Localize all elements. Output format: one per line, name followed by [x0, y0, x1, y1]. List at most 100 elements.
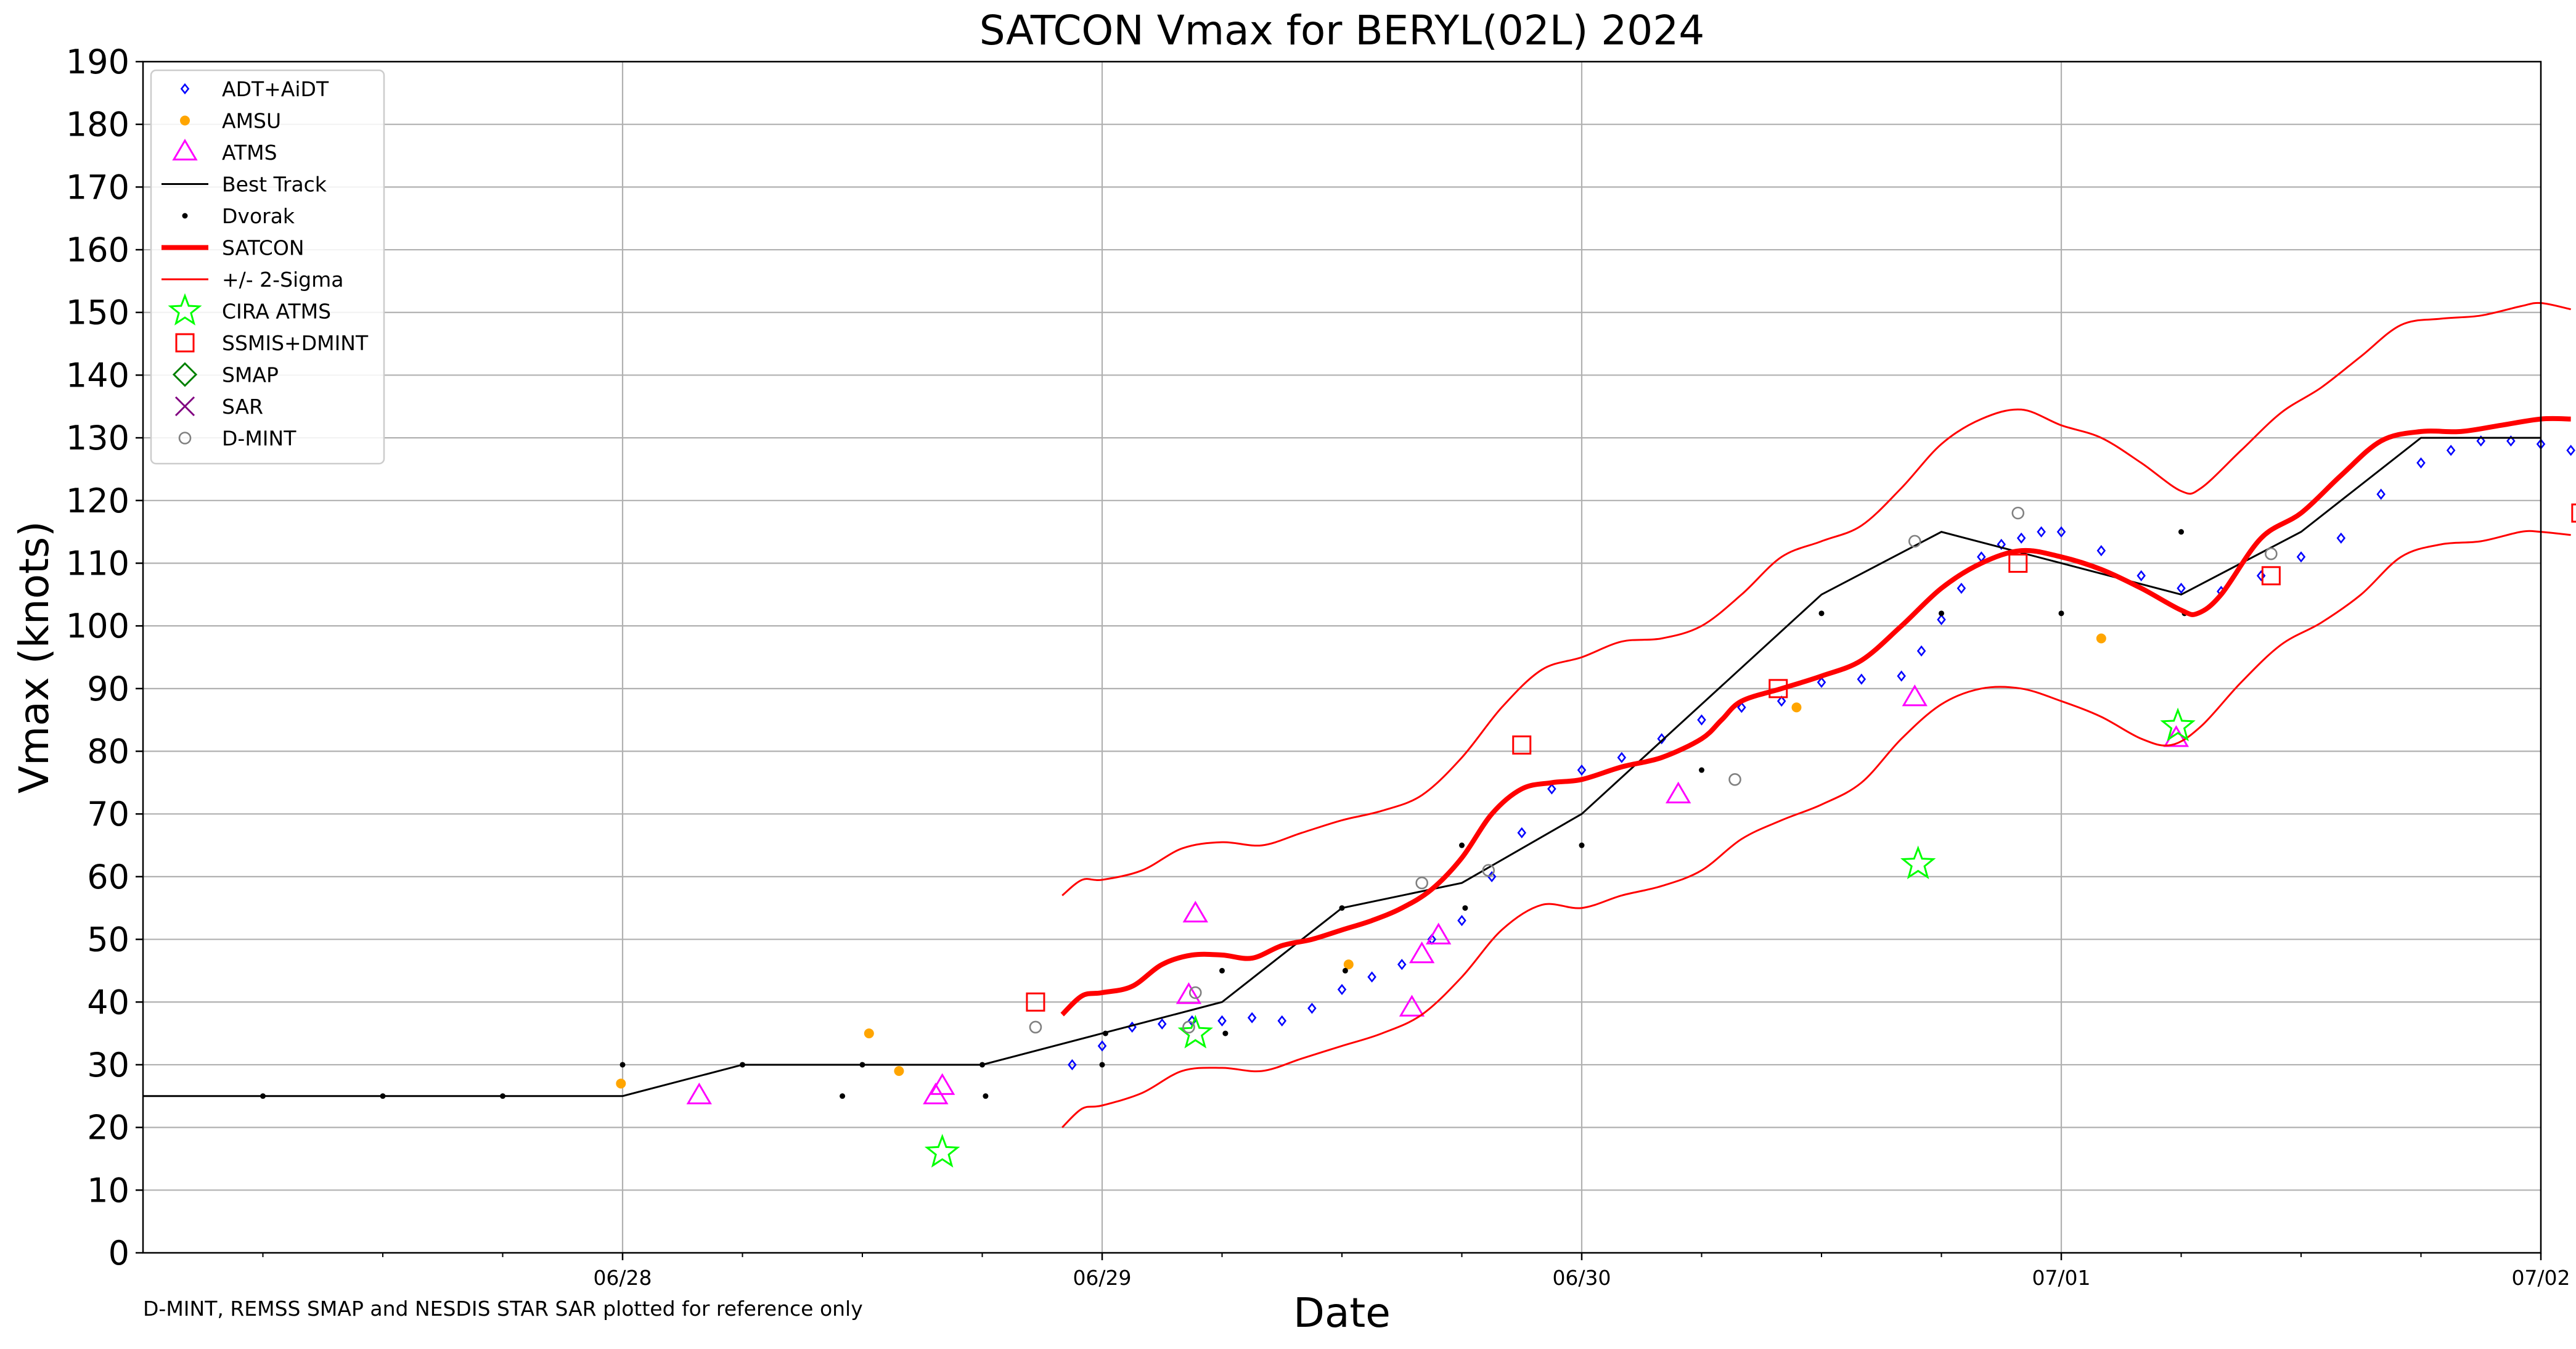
data-point: [1728, 773, 1741, 786]
data-point: [1817, 676, 1826, 688]
data-point: [1997, 538, 2006, 551]
data-point: [1857, 673, 1867, 685]
data-point: [2160, 707, 2196, 742]
data-point: [1916, 645, 1926, 657]
data-point: [740, 1062, 745, 1068]
legend-label: SATCON: [222, 236, 305, 260]
data-point: [616, 1078, 626, 1089]
legend-label: +/- 2-Sigma: [222, 268, 344, 292]
data-point: [1339, 905, 1345, 911]
data-point: [2571, 503, 2576, 523]
y-tick-label: 150: [66, 293, 129, 332]
data-point: [1482, 864, 1495, 877]
data-point: [1579, 842, 1585, 848]
data-point: [1657, 733, 1666, 745]
data-point: [2265, 547, 2278, 560]
data-point: [2336, 532, 2346, 544]
data-point: [1247, 1012, 1257, 1023]
x-tick-label: 06/28: [593, 1266, 652, 1290]
data-point: [1029, 1020, 1042, 1034]
data-point: [2008, 553, 2028, 573]
data-point: [1182, 1020, 1195, 1034]
y-tick-label: 60: [87, 858, 129, 896]
data-point: [2037, 526, 2046, 538]
data-point: [1097, 1040, 1107, 1052]
legend-label: SAR: [222, 395, 263, 419]
legend-label: Dvorak: [222, 204, 295, 228]
legend-entry: SMAP: [172, 362, 279, 387]
data-point: [1307, 1003, 1317, 1014]
data-point: [1768, 679, 1788, 699]
legend-box: [150, 69, 385, 465]
data-point: [1737, 702, 1746, 713]
y-tick-label: 120: [66, 482, 129, 520]
series-layer: [143, 301, 2576, 1168]
legend-swatch: [178, 432, 192, 445]
data-point: [686, 1082, 712, 1105]
data-point: [2016, 532, 2026, 544]
x-tick-label: 07/01: [2032, 1266, 2090, 1290]
data-point: [1777, 695, 1786, 707]
data-point: [1617, 752, 1627, 763]
y-tick-label: 30: [87, 1046, 129, 1085]
legend-swatch: [172, 362, 198, 387]
y-axis: 0 10 20 30 40 50 60 70 80 90 100 110 120 130 140 150 160…: [66, 43, 143, 1273]
legend-label: SSMIS+DMINT: [222, 331, 369, 355]
data-point: [1182, 900, 1208, 923]
data-point: [1791, 702, 1802, 713]
chart-title: SATCON Vmax for BERYL(02L) 2024: [979, 7, 1705, 54]
data-point: [864, 1028, 874, 1039]
data-point: [1415, 876, 1428, 890]
data-point: [2296, 551, 2306, 563]
y-tick-label: 130: [66, 419, 129, 457]
data-point: [2416, 457, 2426, 469]
y-tick-label: 160: [66, 231, 129, 269]
data-point: [894, 1066, 904, 1076]
data-point: [2506, 435, 2516, 447]
x-tick-label: 06/30: [1552, 1266, 1611, 1290]
y-tick-label: 110: [66, 544, 129, 583]
legend-entry: SATCON: [162, 236, 305, 260]
y-tick-label: 20: [87, 1109, 129, 1147]
y-tick-label: 190: [66, 43, 129, 81]
data-point: [1908, 535, 1921, 548]
data-point: [1099, 1062, 1105, 1068]
legend-label: ADT+AiDT: [222, 77, 329, 101]
data-point: [1939, 610, 1944, 617]
x-axis-label: Date: [1293, 1289, 1391, 1337]
footnote: D-MINT, REMSS SMAP and NESDIS STAR SAR p…: [143, 1297, 863, 1321]
data-point: [619, 1062, 626, 1068]
series-amsu: [616, 633, 2106, 1089]
legend-entry: ADT+AiDT: [180, 77, 329, 101]
legend-swatch: [180, 83, 190, 95]
data-point: [1457, 914, 1466, 927]
data-point: [1517, 827, 1527, 839]
data-point: [1343, 959, 1354, 970]
data-point: [859, 1062, 865, 1068]
data-point: [2178, 529, 2184, 535]
y-axis-label: Vmax (knots): [10, 521, 58, 793]
data-point: [1699, 767, 1704, 773]
data-point: [2476, 435, 2486, 447]
legend-label: D-MINT: [222, 427, 296, 451]
y-tick-label: 140: [66, 356, 129, 395]
series-d-mint: [1029, 506, 2278, 1034]
data-point: [1459, 842, 1465, 848]
y-tick-label: 0: [108, 1234, 129, 1273]
data-point: [924, 1134, 960, 1168]
x-axis: 06/28 06/29 06/30 07/01 07/02: [262, 1253, 2570, 1290]
legend-entry: +/- 2-Sigma: [162, 268, 344, 292]
sigma-line: [1061, 301, 2571, 896]
data-point: [1399, 994, 1425, 1017]
series-atms: [686, 684, 2190, 1105]
data-point: [1426, 922, 1452, 945]
data-point: [1397, 959, 1407, 970]
legend: ADT+AiDT AMSU ATMS Best Track Dvorak SATCON +/…: [150, 69, 385, 465]
y-tick-label: 80: [87, 732, 129, 771]
legend-swatch: [180, 115, 190, 126]
data-point: [1068, 1059, 1077, 1071]
data-point: [1222, 1030, 1229, 1036]
data-point: [2446, 445, 2456, 456]
data-point: [1697, 714, 1706, 726]
y-tick-label: 10: [87, 1171, 129, 1210]
